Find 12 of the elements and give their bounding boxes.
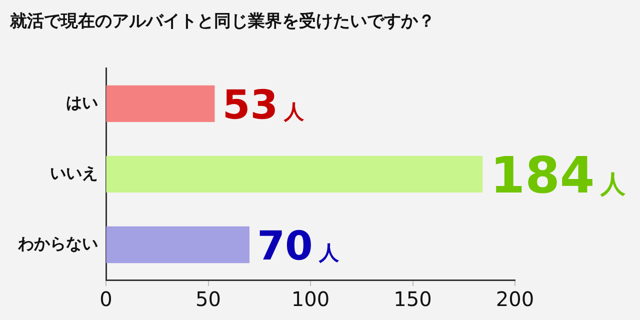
x-tick-label: 200 xyxy=(496,287,534,312)
chart-title: 就活で現在のアルバイトと同じ業界を受けたいですか？ xyxy=(9,12,435,32)
bar xyxy=(106,156,483,193)
x-tick-label: 0 xyxy=(100,287,112,312)
bar xyxy=(106,226,250,264)
y-tick-label: はい xyxy=(66,92,98,112)
y-tick-label: いいえ xyxy=(50,163,98,182)
x-tick-label: 100 xyxy=(291,287,330,312)
x-tick-label: 50 xyxy=(196,287,221,312)
y-tick-label: わからない xyxy=(17,234,98,253)
x-tick-label: 150 xyxy=(394,287,432,312)
bar xyxy=(106,85,215,122)
